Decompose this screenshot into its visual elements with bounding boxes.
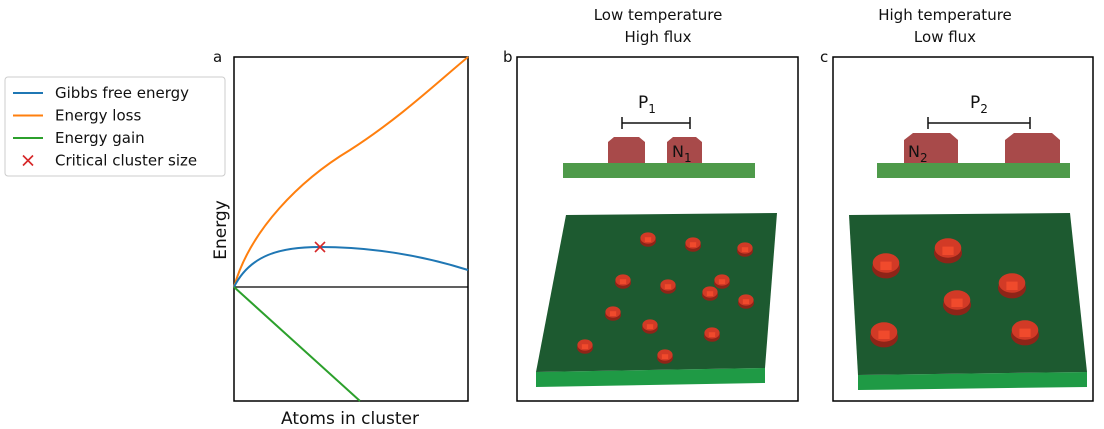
bump-top [662, 354, 668, 359]
bump-top [690, 242, 696, 247]
plate [849, 213, 1087, 375]
legend-label: Gibbs free energy [55, 84, 189, 102]
spacing-label: P1 [638, 93, 656, 116]
panel-title: High flux [624, 28, 691, 46]
legend-label: Energy gain [55, 129, 145, 147]
bump-top [582, 344, 588, 349]
energy-gain-curve [234, 287, 360, 401]
bump-top [880, 262, 891, 270]
bump-top [743, 299, 749, 304]
y-axis-label: Energy [211, 200, 231, 260]
bump-top [620, 279, 626, 284]
substrate [877, 163, 1070, 178]
plot-frame [234, 57, 468, 401]
bump-top [647, 324, 653, 329]
spacing-label: P2 [970, 93, 988, 116]
substrate [563, 163, 755, 178]
spacing-bracket [928, 117, 1030, 129]
plate [536, 213, 777, 372]
bump-top [878, 331, 889, 339]
panel-title: Low temperature [594, 6, 723, 24]
bump-top [707, 291, 713, 296]
bump-top [610, 311, 616, 316]
island [608, 137, 645, 163]
bump-top [951, 299, 962, 307]
legend-label: Energy loss [55, 107, 141, 125]
plate-edge [858, 372, 1087, 390]
energy-loss-curve [234, 57, 468, 287]
bump-top [1019, 329, 1030, 337]
bump-top [709, 332, 715, 337]
bump-top [742, 247, 748, 252]
bump-top [942, 247, 953, 255]
panel-title: Low flux [914, 28, 976, 46]
bump-top [719, 279, 725, 284]
island [1005, 133, 1060, 163]
spacing-bracket [622, 117, 690, 129]
bump-top [665, 284, 671, 289]
x-axis-label: Atoms in cluster [281, 409, 419, 429]
panel-label: a [213, 48, 222, 66]
gibbs-curve [234, 247, 468, 287]
figure: a Atoms in cluster Energy Gibbs free ene… [0, 0, 1104, 429]
panel-title: High temperature [878, 6, 1012, 24]
bump-top [1006, 282, 1017, 290]
panel-label: b [503, 48, 513, 66]
bump-top [645, 237, 651, 242]
panel-label: c [820, 48, 828, 66]
legend-label: Critical cluster size [55, 152, 197, 170]
